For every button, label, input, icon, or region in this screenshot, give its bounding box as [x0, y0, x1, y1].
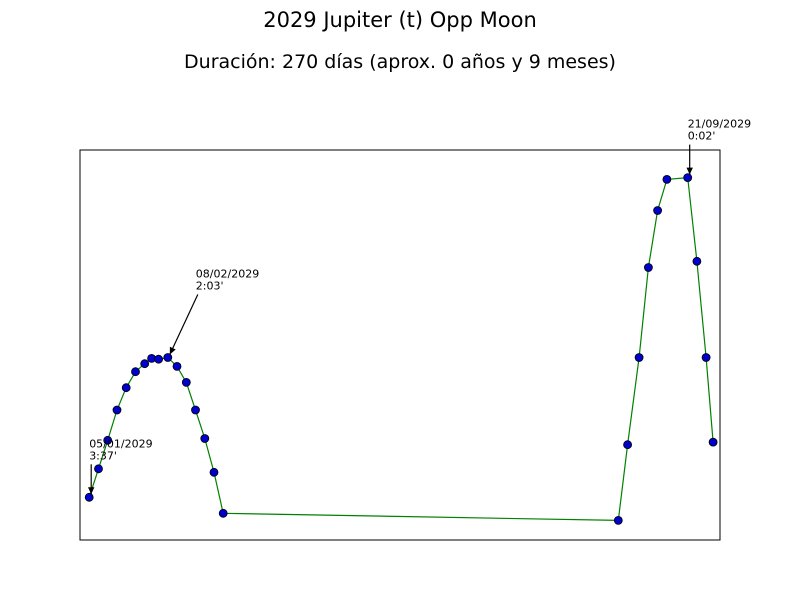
chart-title: 2029 Jupiter (t) Opp Moon: [263, 8, 537, 32]
data-point: [613, 516, 623, 525]
annotation-arrowhead: [88, 487, 95, 495]
data-point: [140, 359, 150, 369]
data-point: [191, 405, 200, 415]
data-point: [103, 435, 113, 445]
data-point: [200, 434, 210, 443]
data-point: [121, 383, 131, 393]
data-point: [662, 174, 672, 184]
data-point: [708, 437, 718, 447]
chart-subtitle: Duración: 270 días (aprox. 0 años y 9 me…: [184, 51, 616, 73]
axes-frame: [79, 149, 721, 541]
data-point: [634, 353, 644, 362]
annotation-date: 21/09/2029: [688, 118, 751, 131]
data-point: [131, 367, 140, 377]
data-point: [218, 508, 228, 518]
annotation-arrow: [169, 294, 199, 355]
data-point: [112, 405, 122, 415]
annotation-value: 2:03': [196, 280, 224, 293]
data-point: [701, 353, 711, 362]
annotation-date: 08/02/2029: [196, 268, 259, 281]
data-point: [163, 353, 173, 362]
data-point: [653, 206, 662, 215]
series-layer: [84, 173, 718, 525]
data-point: [683, 173, 693, 183]
data-point: [172, 361, 182, 371]
annotation-arrowhead: [686, 167, 693, 175]
data-point: [644, 263, 653, 272]
annotation-arrowhead: [169, 346, 176, 355]
data-point: [154, 354, 164, 364]
series-line: [88, 176, 714, 522]
annotation-date: 05/01/2029: [89, 437, 152, 450]
data-point: [181, 377, 191, 387]
data-point: [623, 440, 632, 450]
data-point: [84, 492, 94, 502]
data-point: [209, 467, 219, 477]
data-point: [692, 256, 702, 266]
annotation-value: 3:37': [89, 449, 117, 462]
annotation-value: 0:02': [688, 130, 716, 143]
data-point: [94, 464, 103, 474]
